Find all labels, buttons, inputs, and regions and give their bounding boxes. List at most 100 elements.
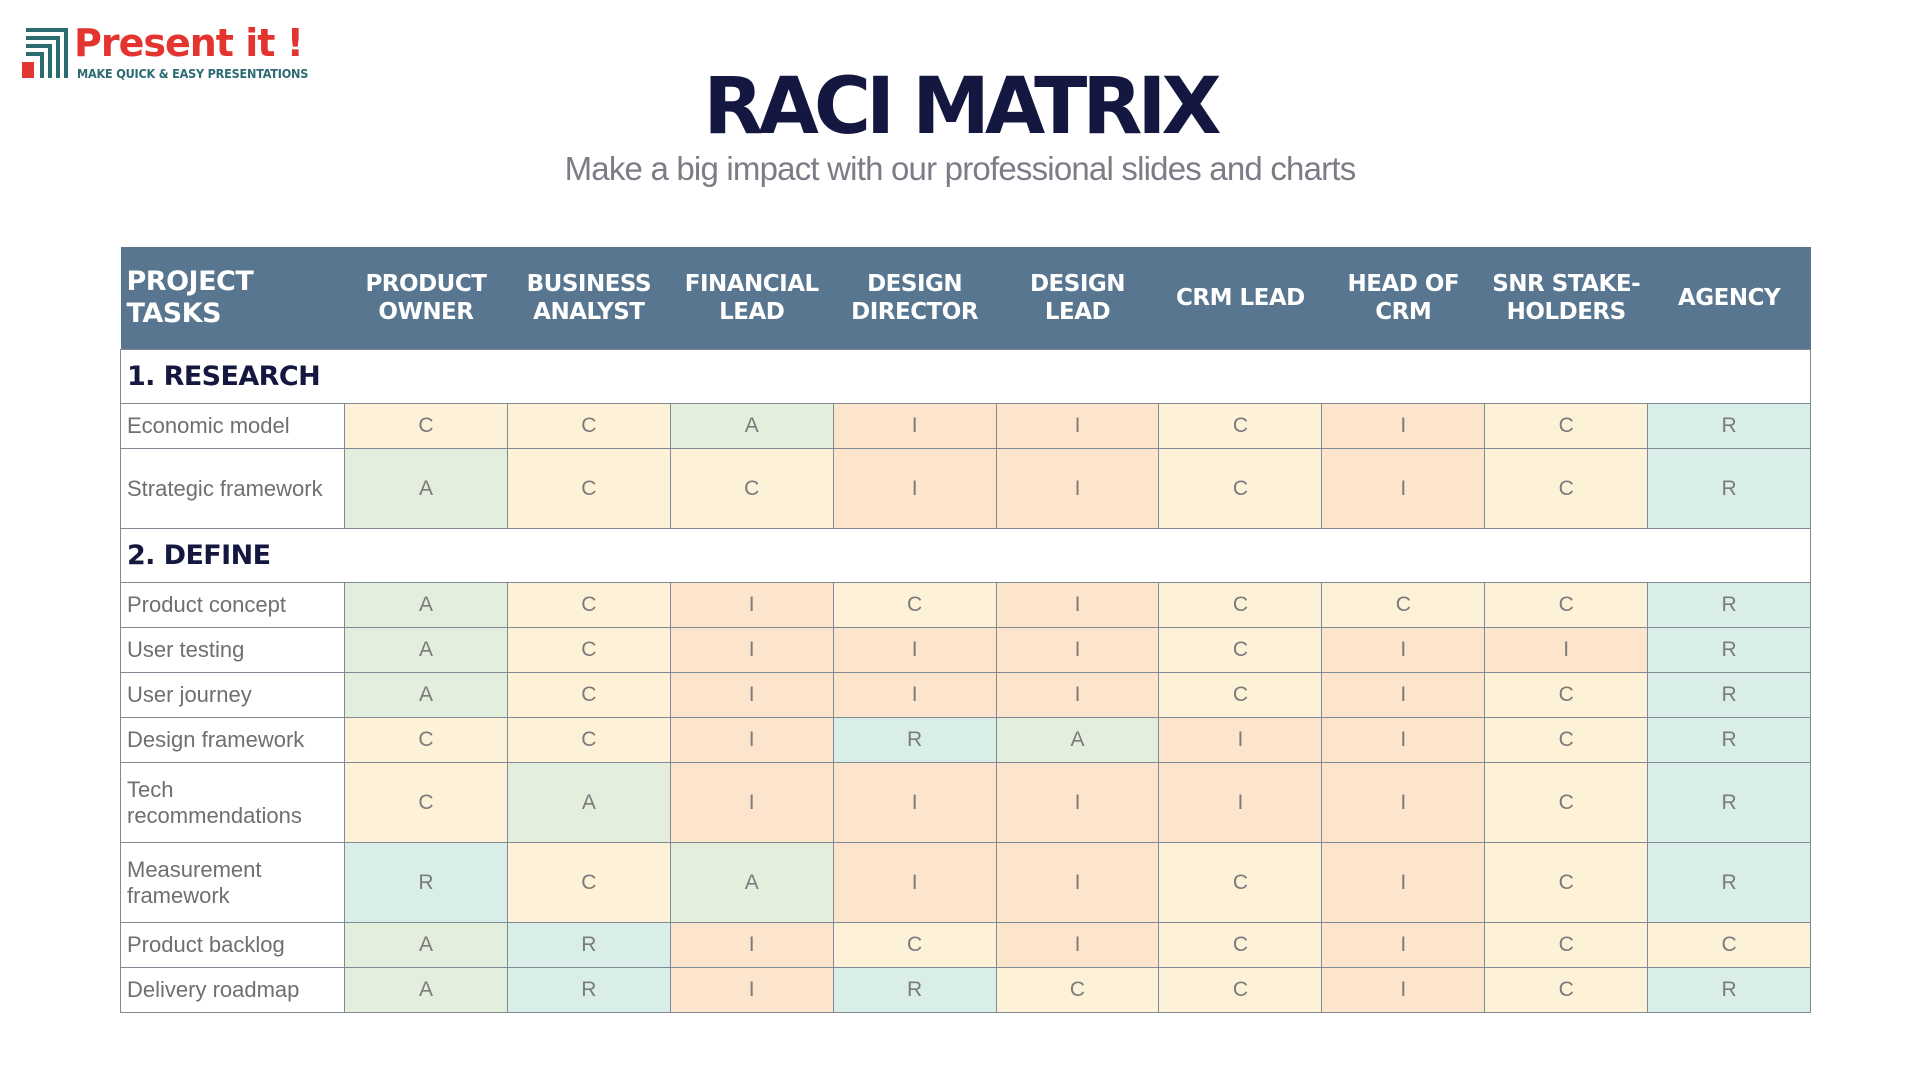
task-name: Strategic framework [120,448,345,529]
raci-cell: R [506,967,671,1013]
raci-cell: I [1321,403,1486,449]
logo-name: Present it ! [74,21,304,65]
table-row: User journey A C I I I C I C R [120,672,1812,718]
raci-cell: I [1321,762,1486,843]
column-header-business-analyst: BUSINESS ANALYST [507,247,671,350]
raci-cell: I [669,627,834,673]
raci-cell: C [506,448,671,529]
raci-cell: C [669,448,834,529]
table-row: Delivery roadmap A R I R C C I C R [120,967,1812,1013]
raci-cell: A [344,448,508,529]
raci-cell: I [1321,448,1486,529]
task-name: Product concept [120,582,345,628]
raci-cell: C [1158,403,1323,449]
page-subtitle: Make a big impact with our professional … [564,150,1357,187]
raci-cell: R [1647,717,1812,763]
raci-cell: C [1321,582,1486,628]
table-row: Design framework C C I R A I I C R [120,717,1812,763]
logo-tagline: MAKE QUICK & EASY PRESENTATIONS [77,66,309,81]
raci-cell: C [506,627,671,673]
column-header-design-lead: DESIGN LEAD [996,247,1159,350]
raci-table: PROJECT TASKS PRODUCT OWNER BUSINESS ANA… [119,247,1812,1013]
raci-cell: I [995,403,1160,449]
column-header-financial-lead: FINANCIAL LEAD [670,247,834,350]
raci-cell: C [506,582,671,628]
raci-cell: C [506,672,671,718]
raci-cell: R [1647,582,1812,628]
task-name: Tech recommendations [120,762,345,843]
raci-cell: R [832,717,997,763]
table-row: Product backlog A R I C I C I C C [120,922,1812,968]
raci-cell: C [1484,403,1649,449]
raci-cell: I [669,717,834,763]
task-name: Economic model [120,403,345,449]
raci-cell: R [1647,448,1812,529]
section-row: 2. DEFINE [119,528,1812,583]
column-header-crm-lead: CRM LEAD [1158,247,1322,350]
table-row: User testing A C I I I C I I R [120,627,1812,673]
raci-cell: C [1484,582,1649,628]
column-header-project-tasks: PROJECT TASKS [120,247,345,350]
raci-cell: I [1321,967,1486,1013]
column-header-agency: AGENCY [1647,247,1811,350]
task-name: User testing [120,627,345,673]
raci-cell: A [669,403,834,449]
raci-cell: C [1484,717,1649,763]
table-row: Strategic framework A C C I I C I C R [120,448,1812,529]
raci-cell: C [506,717,671,763]
raci-cell: I [669,762,834,843]
section-title: 1. RESEARCH [119,349,1812,404]
page-title: RACI MATRIX [703,62,1221,152]
task-name: User journey [120,672,345,718]
raci-cell: A [995,717,1160,763]
table-row: Measurement framework R C A I I C I C R [120,842,1812,923]
section-title: 2. DEFINE [119,528,1812,583]
raci-cell: C [1484,762,1649,843]
raci-cell: C [344,403,508,449]
raci-cell: C [1484,922,1649,968]
column-header-product-owner: PRODUCT OWNER [344,247,508,350]
raci-cell: C [1158,582,1323,628]
raci-cell: R [1647,672,1812,718]
raci-cell: C [1484,448,1649,529]
task-name: Design framework [120,717,345,763]
section-row: 1. RESEARCH [119,349,1812,404]
raci-cell: I [832,842,997,923]
raci-cell: I [1321,922,1486,968]
raci-cell: I [1321,717,1486,763]
raci-cell: I [1158,762,1323,843]
raci-cell: C [506,403,671,449]
raci-cell: C [832,922,997,968]
raci-cell: A [344,922,508,968]
raci-cell: A [669,842,834,923]
table-row: Economic model C C A I I C I C R [120,403,1812,449]
raci-cell: C [1158,842,1323,923]
raci-cell: R [506,922,671,968]
brand-logo: Present it ! MAKE QUICK & EASY PRESENTAT… [22,22,308,81]
raci-cell: R [832,967,997,1013]
raci-cell: A [344,967,508,1013]
raci-cell: I [669,672,834,718]
raci-cell: I [832,627,997,673]
raci-cell: R [1647,762,1812,843]
raci-cell: C [1484,672,1649,718]
raci-cell: I [995,842,1160,923]
raci-cell: I [832,448,997,529]
raci-cell: A [506,762,671,843]
raci-cell: C [344,717,508,763]
raci-cell: C [1484,967,1649,1013]
raci-cell: R [1647,967,1812,1013]
logo-mark-icon [22,28,68,78]
column-header-snr-stakeholders: SNR STAKE-HOLDERS [1484,247,1648,350]
raci-cell: C [1484,842,1649,923]
raci-cell: C [995,967,1160,1013]
table-header-row: PROJECT TASKS PRODUCT OWNER BUSINESS ANA… [120,247,1811,350]
raci-cell: I [995,922,1160,968]
raci-cell: C [506,842,671,923]
raci-cell: R [1647,403,1812,449]
raci-cell: I [995,672,1160,718]
raci-cell: I [1484,627,1649,673]
raci-cell: I [832,672,997,718]
raci-cell: C [1158,922,1323,968]
column-header-design-director: DESIGN DIRECTOR [833,247,997,350]
